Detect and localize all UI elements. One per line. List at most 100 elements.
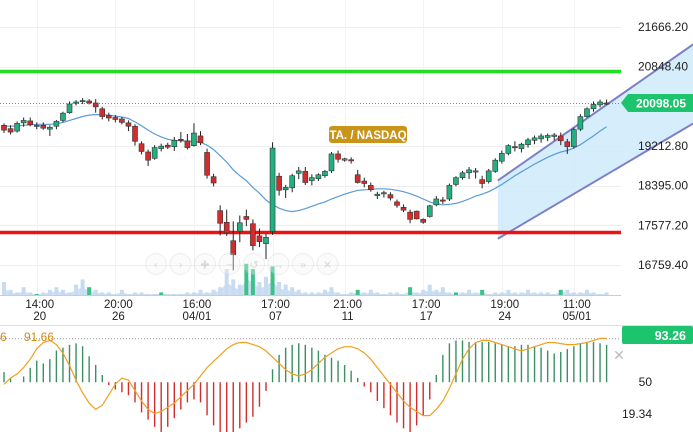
x-axis-time-label: 17:00 bbox=[261, 299, 290, 311]
volume-bar bbox=[584, 289, 589, 295]
candle bbox=[426, 204, 433, 218]
volume-bar bbox=[552, 294, 557, 295]
nav-control-button[interactable]: ‹ bbox=[145, 253, 167, 275]
candle bbox=[269, 142, 276, 235]
volume-bar bbox=[506, 289, 511, 295]
candle-body bbox=[387, 194, 394, 199]
candle-body bbox=[335, 153, 341, 160]
current-price-tag-background bbox=[621, 94, 693, 113]
candle-body bbox=[453, 177, 459, 185]
volume-bar bbox=[47, 289, 52, 295]
volume-bar bbox=[460, 292, 465, 295]
candle bbox=[295, 166, 302, 180]
candle-body bbox=[557, 135, 564, 142]
candle-body bbox=[86, 100, 92, 104]
volume-bar bbox=[447, 292, 452, 295]
candle bbox=[453, 176, 459, 187]
candle bbox=[204, 148, 210, 179]
volume-bar bbox=[467, 289, 472, 295]
candle-body bbox=[204, 152, 210, 176]
volume-bar bbox=[277, 282, 282, 295]
volume-bar bbox=[395, 292, 399, 295]
volume-bar bbox=[368, 289, 373, 295]
nav-control-icon: ‹ bbox=[154, 260, 158, 272]
candle-body bbox=[551, 134, 558, 137]
volume-bar bbox=[558, 289, 563, 295]
candle bbox=[407, 209, 413, 224]
close-icon[interactable]: ✕ bbox=[613, 347, 625, 363]
close-indicator-button[interactable]: ✕ bbox=[613, 347, 625, 363]
x-axis-date-label: 20 bbox=[33, 311, 46, 323]
candle-body bbox=[171, 140, 178, 147]
volume-bar bbox=[362, 292, 367, 295]
volume-bar bbox=[604, 292, 609, 295]
candle-body bbox=[158, 145, 164, 149]
nav-control-icon: ✕ bbox=[323, 260, 332, 272]
volume-bar bbox=[486, 294, 491, 295]
candle bbox=[302, 166, 309, 185]
nav-control-button[interactable]: ✚ bbox=[194, 253, 216, 275]
candle-body bbox=[315, 174, 322, 179]
symbol-badge[interactable]: TA. / NASDAQ bbox=[329, 126, 407, 143]
candle-body bbox=[53, 121, 60, 127]
candle-body bbox=[440, 199, 446, 202]
channel-lower-line bbox=[497, 122, 693, 240]
candle-body bbox=[420, 219, 427, 223]
volume-bar bbox=[381, 294, 386, 295]
candle-body bbox=[47, 126, 53, 130]
nav-control-circle bbox=[292, 253, 314, 275]
candle bbox=[33, 122, 40, 130]
volume-bar bbox=[598, 294, 603, 295]
candle-body bbox=[367, 185, 374, 191]
candle bbox=[492, 158, 499, 173]
candle bbox=[309, 174, 315, 186]
volume-bar bbox=[336, 292, 341, 295]
horizontal-levels[interactable] bbox=[0, 69, 621, 235]
volume-bar bbox=[8, 289, 13, 295]
volume-bar bbox=[80, 279, 85, 295]
candle bbox=[138, 141, 145, 155]
candle bbox=[367, 182, 374, 192]
candle-body bbox=[577, 116, 584, 130]
candle-body bbox=[328, 153, 335, 172]
candle bbox=[584, 107, 590, 118]
navigation-controls[interactable]: ‹ › ✚ − ↺ → » ✕ bbox=[145, 253, 339, 275]
nav-control-button[interactable]: » bbox=[292, 253, 314, 275]
candle-body bbox=[590, 104, 597, 110]
candle bbox=[92, 99, 99, 113]
candle-body bbox=[518, 143, 525, 149]
y-axis-tick-label: 16759.40 bbox=[638, 258, 688, 272]
candle-body bbox=[544, 135, 551, 138]
volume-bar bbox=[414, 292, 419, 295]
nav-control-button[interactable]: ↺ bbox=[243, 253, 265, 275]
x-axis-time-label: 20:00 bbox=[104, 299, 133, 311]
volume-bar bbox=[178, 294, 183, 295]
volume-bar bbox=[526, 289, 530, 295]
x-axis-time-label: 17:00 bbox=[412, 299, 441, 311]
candle bbox=[66, 101, 73, 114]
candle-body bbox=[125, 122, 132, 127]
volume-bar bbox=[205, 292, 210, 295]
nav-control-button[interactable]: − bbox=[218, 253, 241, 275]
candle-body bbox=[361, 180, 368, 184]
nav-control-button[interactable]: ✕ bbox=[316, 253, 339, 275]
candle bbox=[577, 114, 584, 132]
volume-bar bbox=[290, 287, 295, 295]
candle bbox=[106, 112, 112, 122]
volume-bar bbox=[591, 292, 596, 295]
nav-control-circle bbox=[169, 253, 192, 275]
y-axis-tick-label: 21666.20 bbox=[638, 20, 688, 34]
nav-control-button[interactable]: → bbox=[267, 253, 290, 275]
volume-bar bbox=[126, 294, 131, 295]
candle-body bbox=[374, 193, 381, 196]
channel-fill bbox=[497, 44, 693, 239]
candle bbox=[125, 120, 132, 132]
x-axis-time-label: 21:00 bbox=[333, 299, 362, 311]
nav-control-button[interactable]: › bbox=[169, 253, 192, 275]
volume-bar bbox=[165, 294, 170, 295]
indicator-tick-label: 50 bbox=[639, 375, 653, 389]
nav-control-circle bbox=[243, 253, 265, 275]
candle bbox=[557, 132, 564, 146]
candle bbox=[322, 169, 328, 178]
